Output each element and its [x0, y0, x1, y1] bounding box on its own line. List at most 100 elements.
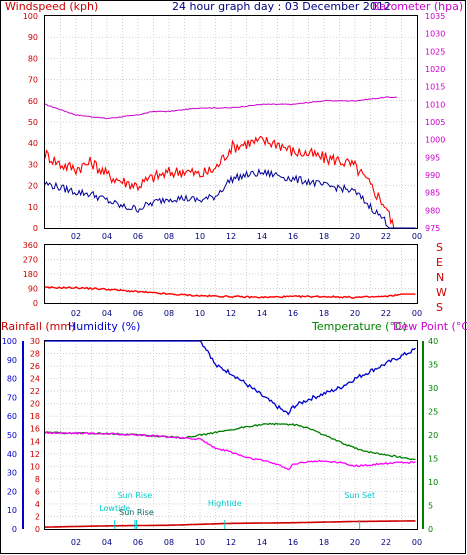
- temperature-tick-label: 15: [428, 455, 438, 464]
- temperature-tick-label: 5: [428, 502, 433, 511]
- barometer-tick-label: 1030: [425, 30, 445, 39]
- direction-line: [44, 286, 416, 299]
- x-tick-label: 10: [195, 538, 205, 547]
- x-tick-label: 00: [412, 538, 422, 547]
- x-tick-label: 18: [319, 309, 329, 318]
- windspeed-tick-label: 10: [28, 203, 38, 212]
- x-tick-label: 20: [350, 538, 360, 547]
- rainfall-tick-label: 0: [35, 525, 40, 534]
- rainfall-axis-label: Rainfall (mm): [1, 320, 75, 333]
- barometer-tick-label: 975: [425, 224, 440, 233]
- rainfall-tick-label: 26: [30, 362, 40, 371]
- rainfall-tick-label: 28: [30, 350, 40, 359]
- barometer-tick-label: 1035: [425, 12, 445, 21]
- data-series: [44, 96, 416, 528]
- direction-tick-label: 360: [23, 241, 38, 250]
- humidity-axis-label: Humidity (%): [68, 320, 140, 333]
- x-tick-label: 12: [226, 232, 236, 241]
- direction-tick-label: 270: [23, 256, 38, 265]
- barometer-tick-label: 995: [425, 153, 440, 162]
- windspeed-tick-label: 20: [28, 182, 38, 191]
- humidity-tick-label: 60: [7, 412, 17, 421]
- barometer-tick-label: 1015: [425, 83, 445, 92]
- annotation-label: Hightide: [208, 499, 242, 508]
- annotation-label: Sun Set: [344, 491, 375, 500]
- humidity-tick-label: 0: [12, 525, 17, 534]
- dewpoint-axis-label: Dew Point (°C): [393, 320, 467, 333]
- x-tick-label: 06: [133, 309, 143, 318]
- temperature-axis-label: Temperature (°C): [311, 320, 407, 333]
- x-tick-label: 10: [195, 232, 205, 241]
- rainfall-tick-label: 20: [30, 400, 40, 409]
- humidity-tick-label: 100: [2, 337, 17, 346]
- barometer-axis-label: Barometer (hpa): [372, 0, 463, 13]
- temperature-tick-label: 10: [428, 478, 438, 487]
- windspeed-axis-label: Windspeed (kph): [5, 0, 98, 13]
- barometer-tick-label: 1020: [425, 65, 445, 74]
- x-tick-label: 12: [226, 538, 236, 547]
- x-tick-label: 06: [133, 232, 143, 241]
- x-tick-label: 02: [71, 232, 81, 241]
- x-tick-label: 08: [164, 309, 174, 318]
- direction-tick-label: 90: [28, 285, 38, 294]
- humidity-tick-label: 80: [7, 375, 17, 384]
- temperature-tick-label: 30: [428, 384, 438, 393]
- x-tick-label: 08: [164, 538, 174, 547]
- compass-label: E: [436, 256, 443, 269]
- x-tick-label: 20: [350, 309, 360, 318]
- rainfall-tick-label: 4: [35, 500, 40, 509]
- x-tick-label: 00: [412, 309, 422, 318]
- x-tick-label: 00: [412, 232, 422, 241]
- x-tick-label: 18: [319, 232, 329, 241]
- barometer-tick-label: 1005: [425, 118, 445, 127]
- x-tick-label: 16: [288, 232, 298, 241]
- humidity-tick-label: 50: [7, 431, 17, 440]
- x-tick-label: 16: [288, 309, 298, 318]
- rainfall-tick-label: 16: [30, 425, 40, 434]
- temperature-tick-label: 25: [428, 408, 438, 417]
- x-tick-label: 14: [257, 232, 267, 241]
- gust-line: [44, 135, 416, 229]
- direction-tick-label: 0: [33, 299, 38, 308]
- x-tick-label: 02: [71, 309, 81, 318]
- compass-label: N: [436, 271, 444, 284]
- windspeed-tick-label: 70: [28, 76, 38, 85]
- compass-label: S: [436, 241, 443, 254]
- barometer-tick-label: 1025: [425, 47, 445, 56]
- rainfall-tick-label: 18: [30, 412, 40, 421]
- windspeed-tick-label: 100: [23, 12, 38, 21]
- rainfall-tick-label: 14: [30, 437, 40, 446]
- rainfall-tick-label: 6: [35, 487, 40, 496]
- barometer-tick-label: 1000: [425, 136, 445, 145]
- humidity-tick-label: 30: [7, 469, 17, 478]
- x-tick-label: 04: [102, 309, 112, 318]
- humidity-tick-label: 20: [7, 487, 17, 496]
- windspeed-tick-label: 90: [28, 33, 38, 42]
- rainfall-tick-label: 2: [35, 512, 40, 521]
- x-tick-label: 16: [288, 538, 298, 547]
- barometer-tick-label: 980: [425, 206, 440, 215]
- barometer-tick-label: 990: [425, 171, 440, 180]
- temperature-tick-label: 20: [428, 431, 438, 440]
- windspeed-tick-label: 0: [33, 224, 38, 233]
- humidity-tick-label: 10: [7, 506, 17, 515]
- chart-title: 24 hour graph day : 03 December 2012: [172, 0, 391, 13]
- compass-label: S: [436, 301, 443, 314]
- humidity-tick-label: 40: [7, 450, 17, 459]
- x-tick-label: 22: [381, 538, 391, 547]
- windspeed-tick-label: 60: [28, 97, 38, 106]
- rainfall-tick-label: 8: [35, 475, 40, 484]
- x-tick-label: 04: [102, 232, 112, 241]
- humidity-line: [45, 340, 416, 416]
- barometer-tick-label: 1010: [425, 100, 445, 109]
- rainfall-line: [45, 520, 416, 528]
- humidity-tick-label: 90: [7, 356, 17, 365]
- x-tick-label: 12: [226, 309, 236, 318]
- average-line: [44, 168, 416, 229]
- x-tick-label: 14: [257, 538, 267, 547]
- windspeed-tick-label: 40: [28, 139, 38, 148]
- barometer-tick-label: 985: [425, 189, 440, 198]
